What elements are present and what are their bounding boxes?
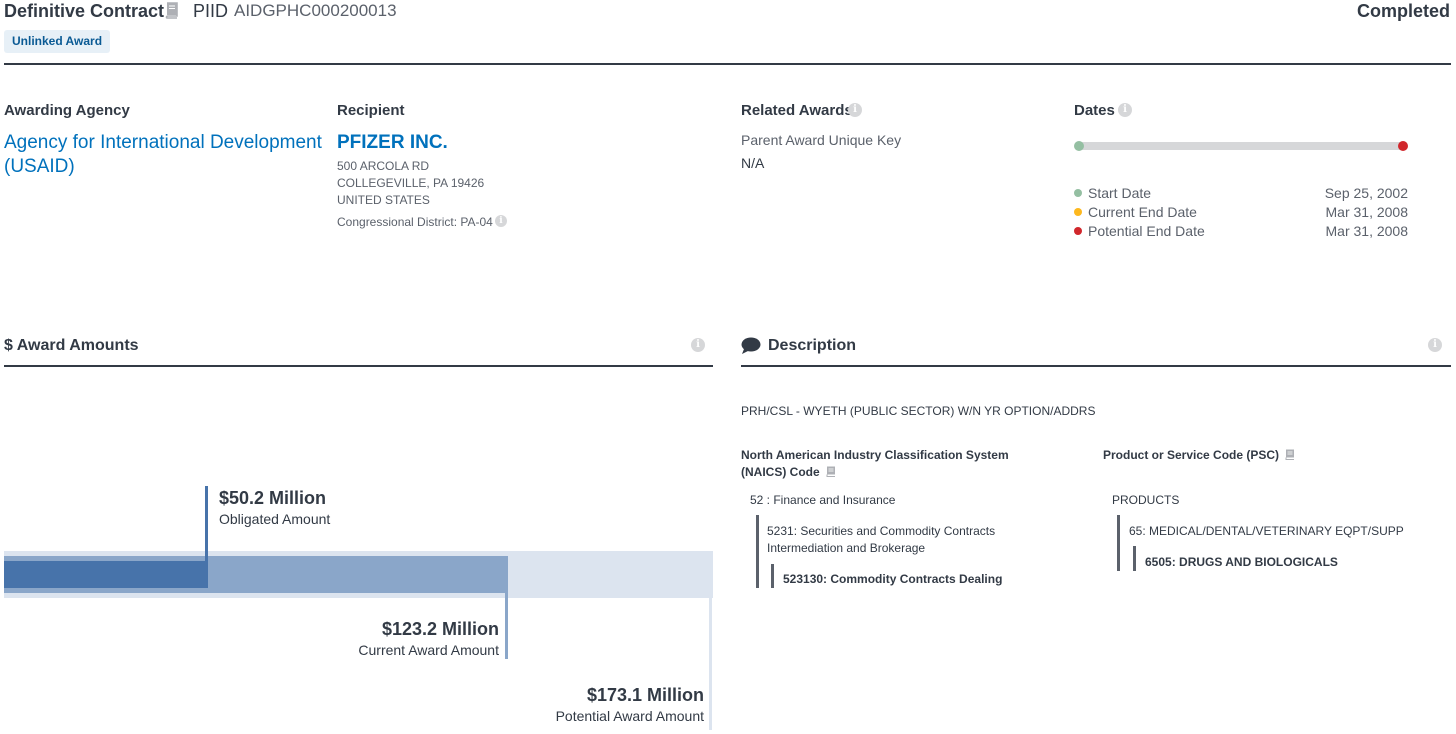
obligated-amount-leader [205,486,208,561]
psc-level1: PRODUCTS [1112,493,1180,507]
description-text: PRH/CSL - WYETH (PUBLIC SECTOR) W/N YR O… [741,404,1096,418]
potential-amount-label: Potential Award Amount [555,708,704,724]
info-icon[interactable]: i [1428,338,1442,352]
psc-level2: 65: MEDICAL/DENTAL/VETERINARY EQPT/SUPP [1129,524,1404,538]
unlinked-award-badge[interactable]: Unlinked Award [4,30,111,53]
potential-amount-value: $173.1 Million [586,685,704,705]
award-status: Completed [1356,1,1450,21]
naics-level2-line2: Intermediation and Brokerage [767,541,926,555]
psc-level2-rule [1117,515,1120,571]
end-date-marker [1398,141,1408,151]
award-amounts-divider [4,365,713,367]
obligated-amount-label: Obligated Amount [219,511,331,527]
start-date-dot [1074,189,1082,197]
potential-amount-leader [709,598,712,730]
start-date-marker [1074,141,1084,151]
award-amounts-label: $ Award Amounts [4,337,139,354]
naics-level3-rule [771,564,774,588]
naics-level2-rule [756,515,759,588]
current-amount-leader [505,593,508,659]
awarding-agency-label: Awarding Agency [4,102,130,119]
naics-heading: (NAICS) Code [741,464,836,481]
info-icon[interactable]: i [691,338,705,352]
book-icon[interactable] [164,2,180,19]
psc-heading: Product or Service Code (PSC) [1103,447,1295,464]
obligated-amount-bar[interactable] [4,561,208,588]
header-divider [4,63,1451,65]
info-icon[interactable]: i [1118,103,1132,117]
dates-label: Dates [1074,102,1115,119]
parent-award-key-label: Parent Award Unique Key [741,132,902,148]
psc-level3: 6505: DRUGS AND BIOLOGICALS [1145,555,1338,569]
recipient-address-line: UNITED STATES [337,193,430,207]
info-icon[interactable]: i [848,103,862,117]
potential-end-date-row: Potential End Date Mar 31, 2008 [1074,222,1408,240]
potential-end-date-label: Potential End Date [1088,223,1205,239]
current-end-date-value: Mar 31, 2008 [1325,204,1409,220]
current-amount-value: $123.2 Million [381,619,499,639]
naics-level2-line1: 5231: Securities and Commodity Contracts [767,524,996,538]
current-end-date-dot [1074,208,1082,216]
related-awards-label: Related Awards [741,102,853,119]
start-date-label: Start Date [1088,185,1152,201]
piid-value: AIDGPHC000200013 [234,1,397,20]
start-date-value: Sep 25, 2002 [1324,185,1408,201]
piid-label: PIID [193,1,229,21]
parent-award-key-value: N/A [741,155,765,171]
naics-level1: 52 : Finance and Insurance [750,493,896,507]
psc-level3-rule [1133,546,1136,571]
award-type-title: Definitive Contract [4,1,165,21]
congressional-district: Congressional District: PA-04 [337,215,493,229]
naics-level3: 523130: Commodity Contracts Dealing [783,572,1003,586]
naics-heading-line2: (NAICS) Code [741,465,820,479]
naics-heading-line1: North American Industry Classification S… [741,448,1009,462]
start-date-row: Start Date Sep 25, 2002 [1074,184,1408,202]
recipient-link[interactable]: PFIZER INC. [337,132,448,153]
potential-end-date-dot [1074,227,1082,235]
info-icon[interactable]: i [495,215,507,227]
dates-timeline-track [1079,142,1404,150]
current-end-date-row: Current End Date Mar 31, 2008 [1074,203,1408,221]
current-end-date-label: Current End Date [1088,204,1197,220]
speech-bubble-icon [741,337,761,354]
book-icon[interactable] [1285,449,1295,460]
current-amount-label: Current Award Amount [358,642,499,658]
book-icon[interactable] [826,466,836,477]
recipient-address-line: COLLEGEVILLE, PA 19426 [337,176,485,190]
obligated-amount-value: $50.2 Million [219,488,327,508]
description-label: Description [768,337,857,354]
recipient-label: Recipient [337,102,405,119]
potential-end-date-value: Mar 31, 2008 [1325,223,1409,239]
awarding-agency-link[interactable]: Agency for International Development (US… [4,132,322,177]
psc-heading-text: Product or Service Code (PSC) [1103,448,1280,462]
recipient-address-line: 500 ARCOLA RD [337,159,430,173]
description-divider [741,365,1451,367]
